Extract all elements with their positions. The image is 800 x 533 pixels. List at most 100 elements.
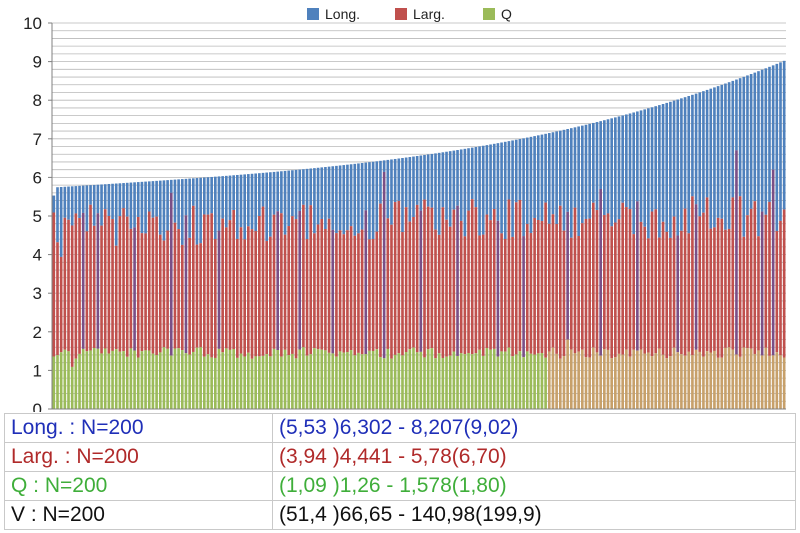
- bar-larg: [573, 207, 577, 354]
- bar-q: [147, 350, 151, 409]
- bar-larg: [114, 245, 118, 350]
- bar-long: [103, 184, 107, 210]
- bar-larg: [85, 231, 89, 352]
- bar-long: [107, 183, 111, 217]
- bar-larg: [614, 222, 617, 358]
- bar-larg: [360, 229, 364, 355]
- bar-long: [592, 122, 595, 203]
- bar-larg: [397, 200, 401, 354]
- bar-larg: [393, 202, 397, 355]
- bar-long: [261, 172, 265, 207]
- bar-larg: [658, 237, 661, 349]
- bar-larg: [59, 256, 63, 353]
- bar-long: [437, 152, 441, 235]
- bar-larg: [441, 207, 445, 358]
- bar-q: [632, 349, 636, 409]
- bar-long: [309, 168, 313, 206]
- bar-larg: [302, 204, 305, 348]
- bar-long: [705, 89, 709, 198]
- bar-larg: [628, 209, 632, 357]
- bar-long: [478, 146, 481, 236]
- bar-long: [569, 128, 573, 238]
- bar-q: [485, 348, 489, 409]
- bar-long: [357, 163, 360, 234]
- bar-q: [221, 352, 224, 409]
- y-tick-label: 8: [33, 91, 42, 110]
- bar-long: [368, 162, 371, 240]
- bar-q: [294, 358, 298, 409]
- bar-long: [536, 135, 540, 220]
- bar-long: [661, 104, 665, 222]
- bar-larg: [544, 202, 547, 358]
- bar-q: [397, 353, 401, 409]
- bar-long: [129, 182, 133, 229]
- bar-long: [364, 162, 368, 211]
- bar-larg: [617, 219, 621, 354]
- bar-q: [125, 356, 129, 409]
- bar-larg: [463, 236, 467, 355]
- bar-long: [470, 147, 474, 200]
- bar-q: [775, 352, 779, 409]
- bar-q: [81, 348, 85, 409]
- bar-long: [775, 63, 779, 232]
- bar-q: [749, 348, 753, 409]
- bar-q: [305, 355, 309, 409]
- bar-q: [738, 356, 742, 409]
- bar-larg: [169, 192, 173, 356]
- bar-long: [529, 136, 533, 234]
- bar-long: [221, 176, 224, 219]
- bar-q: [753, 353, 757, 409]
- bar-larg: [327, 218, 331, 353]
- bar-larg: [177, 229, 180, 349]
- bar-larg: [419, 210, 423, 352]
- bar-q: [496, 356, 500, 409]
- bar-q: [309, 354, 313, 409]
- bar-larg: [430, 207, 434, 349]
- bar-q: [177, 348, 180, 409]
- bar-larg: [386, 218, 390, 349]
- bar-q: [401, 355, 404, 409]
- bar-larg: [338, 230, 342, 352]
- bar-q: [327, 352, 331, 409]
- bar-long: [643, 109, 647, 227]
- bar-larg: [254, 231, 258, 357]
- bar-larg: [371, 239, 375, 351]
- bar-long: [404, 157, 408, 208]
- bar-long: [636, 111, 639, 202]
- bar-larg: [775, 231, 779, 353]
- bar-larg: [507, 199, 511, 348]
- bar-long: [92, 184, 96, 226]
- bar-q: [103, 348, 107, 409]
- bar-q: [625, 349, 628, 409]
- bar-long: [580, 125, 584, 224]
- bar-long: [195, 178, 199, 245]
- bar-long: [441, 152, 445, 208]
- bar-larg: [753, 201, 757, 354]
- bar-q: [155, 354, 158, 409]
- bar-q: [555, 353, 558, 409]
- bar-long: [276, 171, 280, 212]
- bar-long: [59, 186, 63, 257]
- bar-long: [434, 153, 437, 230]
- bar-long: [573, 127, 577, 208]
- bar-long: [617, 116, 621, 220]
- bar-larg: [768, 201, 771, 356]
- bar-larg: [261, 206, 265, 356]
- bar-long: [96, 184, 100, 214]
- bar-q: [760, 355, 764, 409]
- bar-q: [78, 353, 81, 409]
- bar-long: [151, 181, 155, 218]
- bar-q: [342, 352, 346, 409]
- bar-q: [272, 348, 276, 409]
- bar-long: [67, 186, 70, 220]
- bar-q: [118, 351, 122, 409]
- bar-q: [702, 356, 705, 409]
- bar-q: [324, 350, 327, 409]
- bar-q: [716, 357, 720, 409]
- bar-long: [118, 183, 122, 217]
- bar-q: [423, 357, 426, 409]
- bar-long: [408, 157, 412, 222]
- bar-long: [269, 172, 272, 237]
- bar-long: [291, 170, 294, 217]
- bar-q: [89, 350, 92, 409]
